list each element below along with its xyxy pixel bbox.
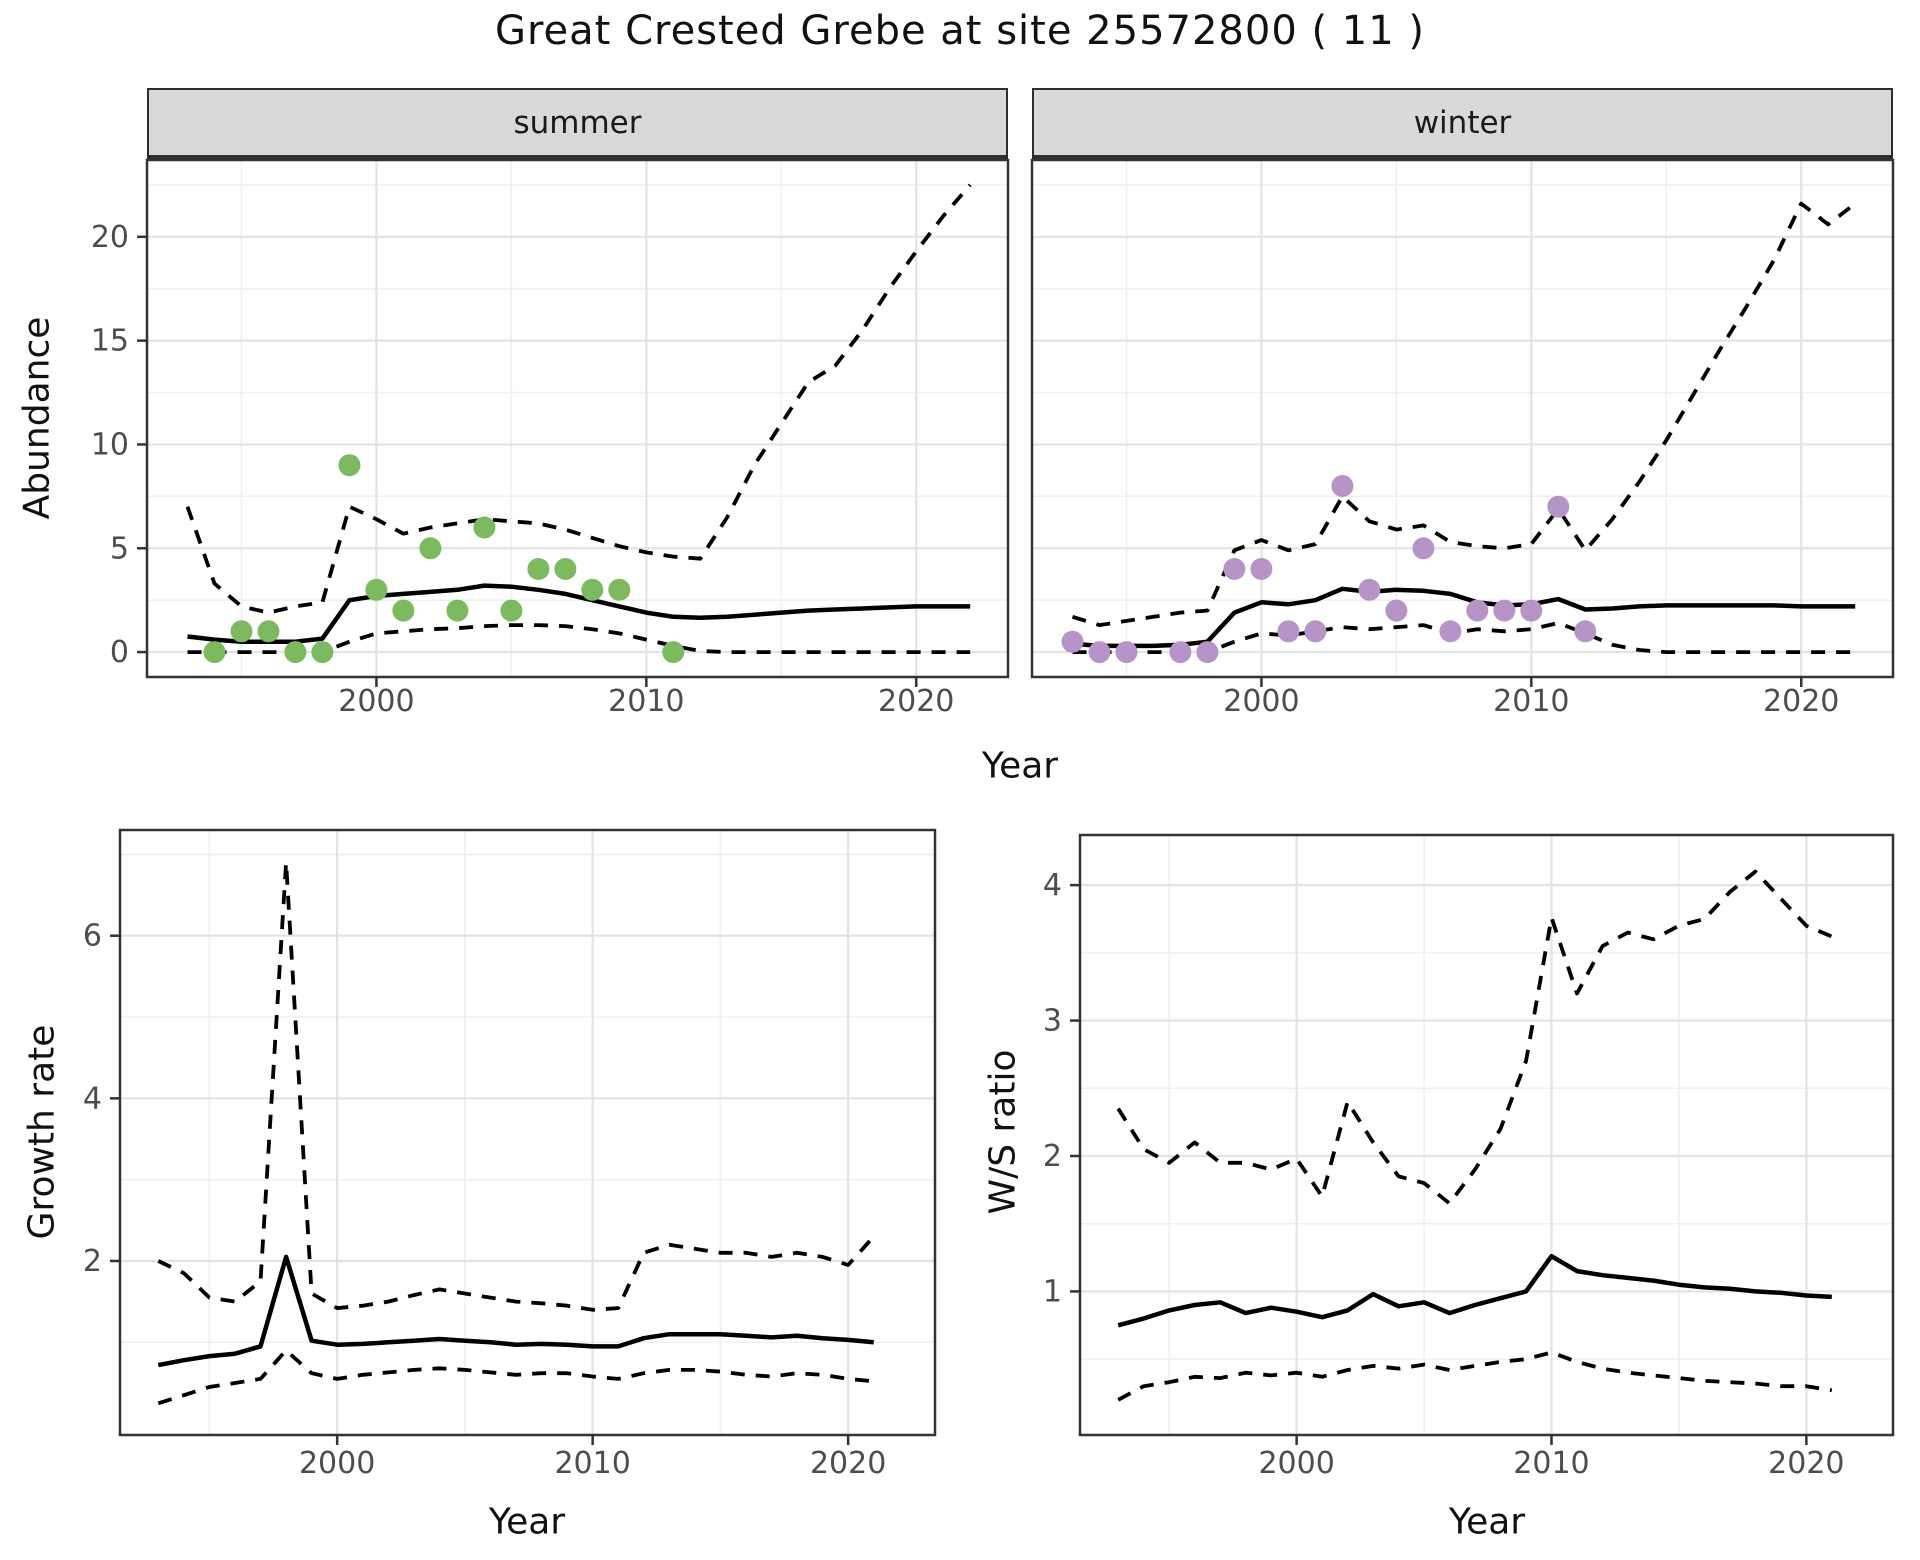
abundance-summer-observation-point — [257, 620, 280, 643]
abundance-winter-panel-border — [1030, 158, 1895, 679]
ws-year-axis-title: Year — [1448, 1501, 1526, 1543]
facet-strip-winter: winter — [1032, 88, 1893, 160]
ws-ratio-y-tick-label: 1 — [1043, 1274, 1062, 1309]
growth-year-axis-title: Year — [488, 1501, 566, 1543]
abundance-winter-panel-bg — [1032, 160, 1893, 677]
ws-ratio-lower_ci-line — [1117, 1350, 1833, 1402]
abundance-summer-fit-line — [187, 583, 971, 644]
abundance-winter-observation-point — [1520, 599, 1543, 622]
abundance-summer-y-tick-label: 20 — [91, 220, 129, 255]
ws-ratio-panel-border — [1078, 833, 1895, 1437]
top-year-axis-title: Year — [981, 745, 1059, 787]
abundance-summer-x-tick-label: 2000 — [338, 684, 414, 719]
growth-rate-upper_ci-line — [157, 860, 876, 1312]
abundance-summer-observation-point — [203, 641, 226, 664]
abundance-winter-observation-point — [1223, 558, 1246, 580]
abundance-summer-observation-point — [527, 558, 550, 580]
abundance-winter-observation-point — [1169, 641, 1192, 664]
abundance-summer-observation-point — [230, 620, 253, 643]
abundance-winter-observation-point — [1115, 641, 1138, 664]
ws-ratio-x-tick-label: 2010 — [1513, 1446, 1589, 1481]
abundance-winter-observation-point — [1250, 558, 1273, 580]
abundance-winter-observation-point — [1439, 620, 1462, 643]
abundance-summer-y-tick-label: 15 — [91, 324, 129, 359]
ws-ratio-y-tick-label: 2 — [1043, 1139, 1062, 1174]
abundance-winter-x-tick-label: 2010 — [1493, 684, 1569, 719]
abundance-winter-panel: 2000 2010 2020 — [1030, 158, 1895, 719]
abundance-summer-panel-bg — [147, 160, 1008, 677]
abundance-winter-observation-point — [1304, 620, 1327, 643]
abundance-summer-y-tick-label: 5 — [110, 531, 129, 566]
growth-rate-fit-line — [157, 1254, 874, 1368]
growth-rate-panel: 2000 2010 2020 2 4 6 — [83, 828, 937, 1481]
abundance-winter-observation-point — [1493, 599, 1516, 622]
abundance-winter-observation-point — [1574, 620, 1597, 643]
abundance-summer-observation-point — [365, 578, 388, 601]
abundance-axis-title: Abundance — [16, 316, 58, 520]
abundance-summer-observation-point — [608, 578, 631, 601]
ws-ratio-axis-title: W/S ratio — [982, 1049, 1024, 1215]
abundance-summer-y-tick-label: 10 — [91, 427, 129, 462]
abundance-summer-observation-point — [554, 558, 577, 580]
facet-strip-summer-label: summer — [513, 104, 642, 141]
abundance-summer-observation-point — [419, 537, 442, 560]
abundance-winter-observation-point — [1196, 641, 1219, 664]
abundance-winter-x-tick-label: 2000 — [1223, 684, 1299, 719]
abundance-summer-x-tick-label: 2020 — [878, 684, 954, 719]
growth-rate-lower_ci-line — [157, 1348, 874, 1406]
facet-strip-winter-label: winter — [1413, 104, 1512, 141]
abundance-winter-observation-point — [1358, 578, 1381, 601]
abundance-winter-observation-point — [1331, 475, 1354, 497]
ws-ratio-y-tick-label: 3 — [1043, 1004, 1062, 1039]
growth-rate-panel-border — [118, 828, 937, 1437]
growth-rate-x-tick-label: 2010 — [554, 1446, 630, 1481]
abundance-summer-observation-point — [662, 641, 685, 664]
abundance-winter-observation-point — [1061, 630, 1084, 653]
abundance-summer-observation-point — [446, 599, 469, 622]
abundance-summer-observation-point — [581, 578, 604, 601]
abundance-summer-observation-point — [500, 599, 523, 622]
ws-ratio-upper_ci-line — [1116, 869, 1833, 1206]
growth-rate-y-tick-label: 2 — [83, 1244, 102, 1279]
abundance-summer-upper_ci-line — [185, 183, 972, 615]
abundance-summer-panel: 2000 2010 2020 0 5 10 15 20 — [91, 158, 1010, 719]
abundance-summer-observation-point — [473, 516, 496, 539]
growth-rate-axis-title: Growth rate — [21, 1024, 63, 1240]
abundance-winter-observation-point — [1466, 599, 1489, 622]
abundance-winter-observation-point — [1277, 620, 1300, 643]
ws-ratio-panel: 2000 2010 2020 1 2 3 4 — [1043, 833, 1895, 1481]
figure-title: Great Crested Grebe at site 25572800 ( 1… — [494, 8, 1426, 54]
abundance-summer-y-tick-label: 0 — [110, 635, 129, 670]
growth-rate-x-tick-label: 2020 — [810, 1446, 886, 1481]
abundance-summer-observation-point — [338, 454, 361, 477]
abundance-summer-x-tick-label: 2010 — [608, 684, 684, 719]
abundance-winter-upper_ci-line — [1071, 201, 1857, 628]
growth-rate-y-tick-label: 6 — [83, 919, 102, 954]
ws-ratio-fit-line — [1117, 1253, 1832, 1328]
ws-ratio-x-tick-label: 2020 — [1768, 1446, 1844, 1481]
ws-ratio-panel-bg — [1080, 835, 1893, 1435]
abundance-winter-observation-point — [1385, 599, 1408, 622]
ws-ratio-x-tick-label: 2000 — [1258, 1446, 1334, 1481]
growth-rate-x-tick-label: 2000 — [299, 1446, 375, 1481]
abundance-summer-observation-point — [311, 641, 334, 664]
abundance-winter-observation-point — [1412, 537, 1435, 560]
abundance-summer-observation-point — [392, 599, 415, 622]
growth-rate-y-tick-label: 4 — [83, 1081, 102, 1116]
facet-strip-summer: summer — [147, 88, 1008, 160]
abundance-summer-panel-border — [145, 158, 1010, 679]
abundance-winter-observation-point — [1088, 641, 1111, 664]
abundance-summer-observation-point — [284, 641, 307, 664]
abundance-winter-x-tick-label: 2020 — [1763, 684, 1839, 719]
abundance-winter-observation-point — [1547, 495, 1570, 518]
ws-ratio-y-tick-label: 4 — [1043, 868, 1062, 903]
